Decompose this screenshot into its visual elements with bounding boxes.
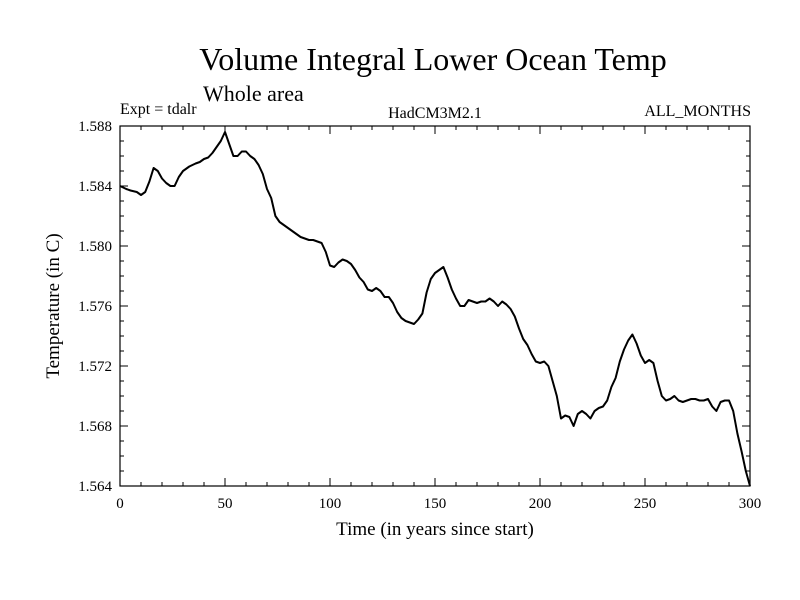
x-tick-label: 150 <box>424 496 447 512</box>
x-axis-label: Time (in years since start) <box>336 519 534 540</box>
chart-subtitle: Whole area <box>203 81 304 106</box>
y-axis-label: Temperature (in C) <box>43 233 64 378</box>
y-tick-label: 1.588 <box>78 119 112 135</box>
months-annotation: ALL_MONTHS <box>644 103 751 120</box>
x-tick-label: 0 <box>116 496 124 512</box>
x-tick-label: 100 <box>319 496 342 512</box>
x-tick-label: 200 <box>529 496 552 512</box>
y-tick-label: 1.572 <box>78 359 112 375</box>
plot-frame <box>119 125 751 487</box>
y-tick-label: 1.584 <box>78 179 112 195</box>
model-annotation: HadCM3M2.1 <box>388 105 482 122</box>
x-tick-label: 250 <box>634 496 657 512</box>
expt-annotation: Expt = tdalr <box>120 101 197 118</box>
x-tick-label: 50 <box>218 496 233 512</box>
series-line <box>119 131 751 487</box>
y-tick-label: 1.580 <box>78 239 112 255</box>
y-tick-label: 1.568 <box>78 419 112 435</box>
chart-title: Volume Integral Lower Ocean Temp <box>199 41 667 77</box>
axis-ticks: 0 50 100 150 200 250 300 1.564 1.568 1.572 1.576 1.… <box>78 119 761 512</box>
y-tick-label: 1.576 <box>78 299 112 315</box>
x-tick-label: 300 <box>739 496 762 512</box>
y-tick-label: 1.564 <box>78 479 112 495</box>
